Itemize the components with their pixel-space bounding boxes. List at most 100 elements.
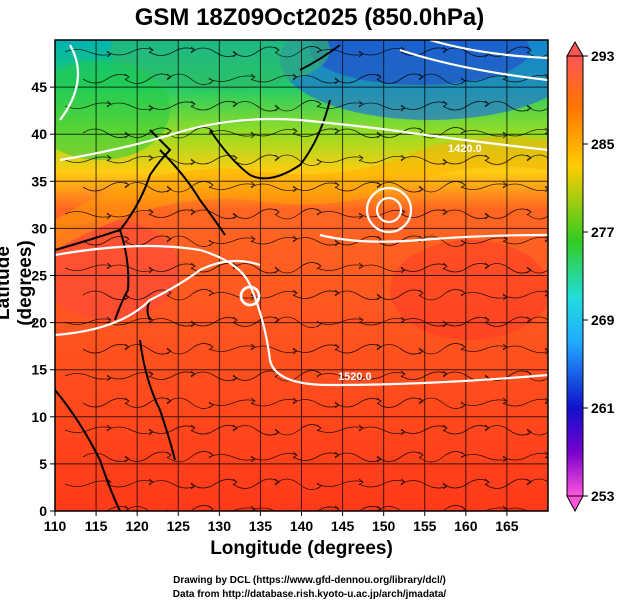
- streamline-arrow: [232, 316, 238, 324]
- streamline-arrow: [316, 100, 322, 108]
- streamline-arrow: [166, 397, 172, 405]
- streamline: [460, 75, 508, 82]
- streamline: [418, 289, 466, 301]
- streamline: [64, 318, 112, 325]
- colorbar: 253 261 269 277 285 293: [566, 40, 615, 513]
- streamline: [358, 156, 406, 164]
- streamline: [316, 156, 364, 163]
- streamline: [316, 426, 364, 433]
- streamline: [526, 429, 548, 436]
- streamline-arrow: [190, 100, 196, 108]
- streamline-arrow: [274, 266, 280, 274]
- streamline-arrow: [460, 77, 466, 85]
- streamline-arrow: [460, 289, 466, 297]
- streamline: [148, 371, 196, 380]
- streamline-arrow: [274, 478, 280, 486]
- streamline: [83, 506, 130, 511]
- streamline: [316, 211, 364, 218]
- streamline-arrow: [484, 154, 490, 162]
- streamline: [274, 478, 322, 490]
- streamline-arrow: [208, 127, 214, 135]
- streamline: [460, 130, 508, 137]
- streamline-arrow: [587, 452, 591, 458]
- streamline: [418, 73, 466, 85]
- streamline-arrow: [460, 127, 466, 135]
- streamline-arrow: [544, 185, 548, 193]
- streamline-arrow: [400, 208, 406, 216]
- streamline: [358, 102, 406, 110]
- streamline: [106, 318, 154, 326]
- streamline: [358, 264, 406, 272]
- streamline: [124, 397, 172, 408]
- streamline: [250, 129, 298, 137]
- streamline-arrow: [376, 181, 382, 189]
- streamline: [418, 235, 466, 247]
- streamline: [442, 425, 490, 435]
- streamline: [274, 316, 322, 328]
- streamline-arrow: [208, 451, 214, 459]
- streamline: [460, 454, 508, 461]
- streamline: [250, 399, 298, 407]
- streamline-arrow: [526, 316, 532, 324]
- streamline-arrow: [208, 343, 214, 351]
- streamline-arrow: [418, 185, 424, 193]
- streamline-arrow: [460, 401, 466, 409]
- streamline: [82, 398, 130, 408]
- streamline-arrow: [418, 127, 424, 135]
- colorbar-tick-label: 277: [591, 224, 615, 240]
- streamline: [484, 101, 532, 112]
- streamline: [148, 318, 196, 327]
- streamline: [166, 127, 214, 139]
- streamline: [376, 451, 424, 462]
- streamline: [208, 292, 256, 299]
- streamline-arrow: [124, 455, 130, 463]
- streamline: [106, 480, 154, 488]
- streamline: [190, 155, 238, 165]
- streamline: [232, 370, 280, 381]
- streamline: [232, 154, 280, 165]
- y-tick-label: 20: [31, 315, 47, 331]
- streamline: [82, 452, 130, 462]
- streamline-arrow: [250, 397, 256, 405]
- streamline: [502, 183, 548, 191]
- streamline: [82, 236, 130, 246]
- colorbar-tick-label: 269: [591, 312, 615, 328]
- y-tick-label: 25: [31, 268, 47, 284]
- streamline: [232, 263, 280, 274]
- streamline-arrow: [274, 46, 280, 54]
- streamline: [106, 372, 154, 380]
- streamline-arrow: [460, 451, 466, 459]
- streamline-arrow: [376, 73, 382, 81]
- streamline: [484, 46, 532, 57]
- streamline: [250, 183, 298, 191]
- streamline-arrow: [484, 478, 490, 486]
- streamline-arrow: [292, 289, 298, 297]
- height-contours: [55, 40, 548, 387]
- credit-line-2: Data from http://database.rish.kyoto-u.a…: [172, 589, 447, 600]
- streamline-arrow: [442, 424, 448, 432]
- streamline-arrow: [587, 128, 591, 134]
- streamline: [208, 75, 256, 82]
- streamline: [274, 100, 322, 112]
- streamline: [316, 264, 364, 271]
- x-axis-label: Longitude (degrees): [210, 538, 393, 559]
- streamline: [502, 75, 548, 83]
- streamline-arrow: [274, 208, 280, 216]
- y-axis: 0 5 10 15 20 25 30 35 40 45: [31, 79, 55, 519]
- streamline: [502, 129, 548, 137]
- streamline-arrow: [460, 343, 466, 351]
- streamline-arrow: [124, 293, 130, 301]
- streamline: [82, 128, 130, 138]
- streamline-arrow: [124, 181, 130, 189]
- streamline-arrow: [442, 100, 448, 108]
- streamline: [502, 237, 548, 245]
- streamline: [124, 182, 172, 193]
- x-tick-label: 140: [290, 518, 314, 534]
- streamline-arrow: [274, 316, 280, 324]
- streamline: [442, 155, 490, 165]
- streamline-arrow: [334, 343, 340, 351]
- map-title: GSM 18Z09Oct2025 (850.0hPa): [134, 4, 485, 31]
- streamline: [166, 235, 214, 247]
- streamline: [502, 345, 548, 353]
